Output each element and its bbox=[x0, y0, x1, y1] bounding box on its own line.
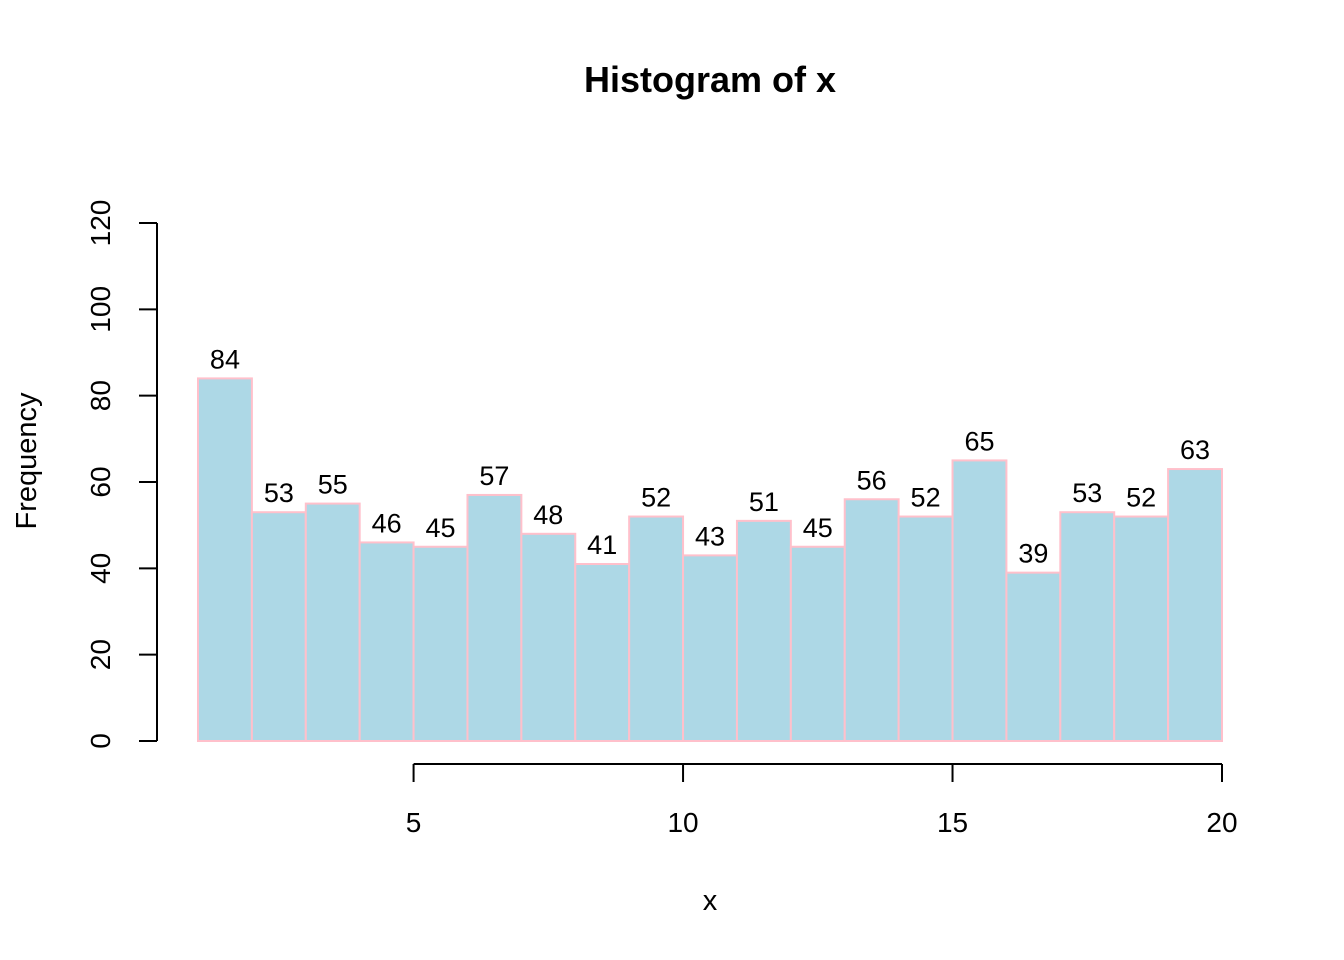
histogram-bar bbox=[1005, 571, 1062, 743]
bar-value-label: 52 bbox=[641, 483, 671, 513]
bar-value-label: 53 bbox=[264, 478, 294, 508]
histogram-bar bbox=[843, 498, 900, 742]
x-tick-label: 5 bbox=[406, 807, 422, 838]
histogram-bar bbox=[358, 541, 415, 743]
bar-value-label: 56 bbox=[857, 465, 887, 495]
bar-value-label: 45 bbox=[803, 513, 833, 543]
x-tick-label: 20 bbox=[1206, 807, 1237, 838]
histogram-bar bbox=[412, 545, 469, 742]
bar-value-label: 65 bbox=[964, 426, 994, 456]
bar-value-label: 84 bbox=[210, 344, 240, 374]
y-tick-label: 40 bbox=[85, 553, 116, 584]
x-tick-label: 15 bbox=[937, 807, 968, 838]
histogram-bar bbox=[682, 554, 738, 743]
bar-value-label: 43 bbox=[695, 521, 725, 551]
bar-labels-group: 84 53 55 46 45 57 48 41 52 43 51 45 56 52 65 39 53 52 63 bbox=[210, 344, 1210, 568]
y-axis: 0 20 40 60 80 100 120 bbox=[85, 200, 158, 749]
bar-value-label: 55 bbox=[318, 470, 348, 500]
x-tick-label: 10 bbox=[667, 807, 698, 838]
y-tick-label: 20 bbox=[85, 639, 116, 670]
histogram-bar bbox=[897, 515, 954, 742]
histogram-bar bbox=[628, 515, 685, 742]
y-tick-label: 80 bbox=[85, 380, 116, 411]
bar-value-label: 63 bbox=[1180, 435, 1210, 465]
y-tick-label: 60 bbox=[85, 466, 116, 497]
histogram-bar bbox=[520, 532, 577, 742]
bar-value-label: 46 bbox=[372, 508, 402, 538]
histogram-bar bbox=[1059, 511, 1116, 743]
y-tick-label: 0 bbox=[85, 733, 116, 749]
bar-value-label: 48 bbox=[533, 500, 563, 530]
histogram-bar bbox=[197, 377, 253, 742]
histogram-bar bbox=[574, 563, 631, 742]
y-tick-label: 100 bbox=[85, 286, 116, 333]
bar-value-label: 39 bbox=[1018, 539, 1048, 569]
bars-group bbox=[197, 377, 1223, 743]
bar-value-label: 51 bbox=[749, 487, 779, 517]
histogram-bar bbox=[466, 493, 523, 743]
histogram-bar bbox=[735, 519, 792, 742]
bar-value-label: 53 bbox=[1072, 478, 1102, 508]
histogram-bar bbox=[1167, 468, 1223, 742]
histogram-bar bbox=[951, 459, 1008, 742]
histogram-bar bbox=[1113, 515, 1170, 742]
bar-value-label: 45 bbox=[426, 513, 456, 543]
y-axis-label: Frequency bbox=[11, 392, 43, 530]
x-axis: 5 10 15 20 bbox=[406, 763, 1238, 838]
histogram-bar bbox=[250, 511, 307, 743]
chart-title: Histogram of x bbox=[584, 59, 836, 100]
y-tick-label: 120 bbox=[85, 200, 116, 247]
histogram-bar bbox=[304, 502, 361, 743]
bar-value-label: 52 bbox=[911, 483, 941, 513]
bar-value-label: 57 bbox=[479, 461, 509, 491]
x-axis-label: x bbox=[703, 885, 718, 917]
bar-value-label: 41 bbox=[587, 530, 617, 560]
histogram-bar bbox=[789, 545, 846, 742]
bar-value-label: 52 bbox=[1126, 483, 1156, 513]
